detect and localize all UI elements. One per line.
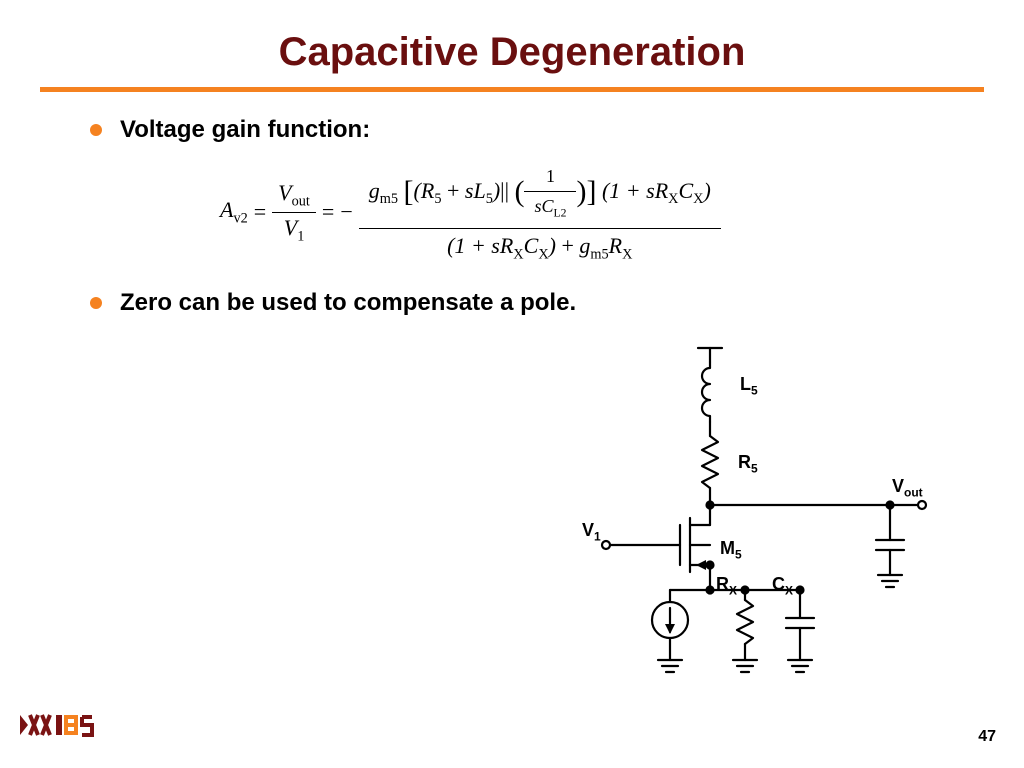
eq-minus: − — [340, 199, 352, 225]
eq-dpre: (1 + sR — [447, 233, 513, 258]
label-m5: M5 — [720, 538, 742, 562]
eq-zrx: X — [668, 191, 678, 207]
bullet-1-text: Voltage gain function: — [120, 116, 370, 144]
bullet-1: Voltage gain function: — [90, 116, 964, 144]
eq-cl2-sub: L2 — [554, 207, 567, 220]
eq-dgm5: m5 — [590, 246, 608, 262]
footer-logo-icon — [18, 707, 118, 748]
eq-dg: g — [579, 233, 590, 258]
title-divider — [40, 87, 984, 92]
eq-plus: + — [556, 233, 579, 258]
circuit-diagram: L5 R5 Vout V1 M5 RX CX — [520, 340, 960, 700]
label-v1: V1 — [582, 520, 601, 544]
eq-lhs: Av2 — [220, 197, 248, 227]
eq-eq1: = — [254, 199, 266, 225]
equation-av2: Av2 = Vout V1 = − gm5 [(R5 + sL5)|| ( 1 … — [220, 158, 964, 267]
eq-zcx: X — [693, 191, 703, 207]
eq-r5: R — [421, 178, 434, 203]
label-cx: CX — [772, 574, 793, 598]
eq-dcx: X — [538, 246, 548, 262]
label-vout: Vout — [892, 476, 923, 500]
eq-vout-v1: Vout V1 — [272, 178, 316, 248]
label-r5: R5 — [738, 452, 758, 476]
eq-main-fraction: gm5 [(R5 + sL5)|| ( 1 sCL2 )] (1 + sRXCX… — [359, 158, 721, 267]
eq-drxx: X — [622, 246, 632, 262]
bullet-dot-icon — [90, 124, 102, 136]
eq-vout: V — [278, 180, 291, 205]
content-area: Voltage gain function: Av2 = Vout V1 = −… — [0, 116, 1024, 317]
bullet-dot-icon — [90, 297, 102, 309]
eq-vout-sub: out — [292, 193, 310, 209]
eq-v1: V — [284, 215, 297, 240]
eq-1: 1 — [536, 162, 565, 191]
slide-title: Capacitive Degeneration — [0, 0, 1024, 87]
eq-zc: C — [678, 178, 693, 203]
eq-sl5-sub: 5 — [486, 191, 493, 207]
eq-lhs-sub: v2 — [233, 211, 247, 227]
eq-gm-sub: m5 — [380, 191, 398, 207]
eq-denominator: (1 + sRXCX) + gm5RX — [437, 229, 642, 267]
eq-dr: R — [609, 233, 622, 258]
eq-scl2: sC — [534, 196, 553, 216]
eq-eq2: = — [322, 199, 334, 225]
eq-numerator: gm5 [(R5 + sL5)|| ( 1 sCL2 )] (1 + sRXCX… — [359, 158, 721, 228]
eq-drx: X — [513, 246, 523, 262]
eq-gm: g — [369, 178, 380, 203]
eq-r5-sub: 5 — [434, 191, 441, 207]
eq-lhs-sym: A — [220, 197, 233, 222]
bullet-2: Zero can be used to compensate a pole. — [90, 289, 964, 317]
eq-parallel: || — [500, 178, 509, 203]
page-number: 47 — [978, 728, 996, 746]
eq-dc: C — [524, 233, 539, 258]
bullet-2-text: Zero can be used to compensate a pole. — [120, 289, 576, 317]
label-rx: RX — [716, 574, 737, 598]
eq-dclose: ) — [549, 233, 556, 258]
eq-zpre: (1 + sR — [602, 178, 668, 203]
label-l5: L5 — [740, 374, 758, 398]
eq-v1-sub: 1 — [297, 228, 304, 244]
eq-zclose: ) — [704, 178, 711, 203]
eq-sl5: sL — [465, 178, 486, 203]
